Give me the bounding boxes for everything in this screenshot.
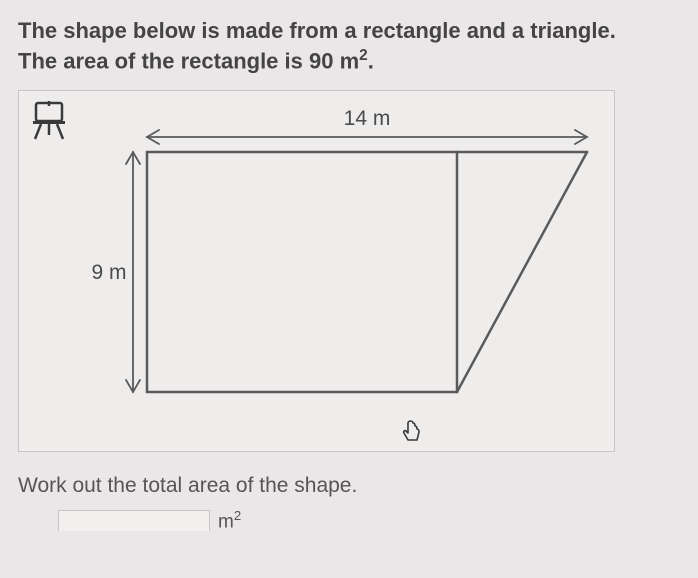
question-line-1: The shape below is made from a rectangle…	[18, 18, 616, 43]
prompt-text: Work out the total area of the shape.	[18, 474, 680, 498]
question-area-exponent: 2	[359, 47, 368, 64]
question-text: The shape below is made from a rectangle…	[18, 16, 680, 76]
answer-unit: m2	[218, 508, 241, 533]
answer-input[interactable]	[58, 510, 210, 531]
answer-unit-base: m	[218, 511, 234, 532]
hand-cursor-icon	[399, 419, 425, 445]
question-area-value: 90 m	[309, 48, 359, 73]
answer-row: m2	[58, 508, 680, 533]
shape-diagram: 14 m 9 m	[87, 97, 607, 427]
question-line-2-prefix: The area of the rectangle is	[18, 48, 309, 73]
left-dimension-label: 9 m	[91, 261, 126, 284]
question-line-2-suffix: .	[368, 48, 374, 73]
easel-icon[interactable]	[29, 99, 69, 141]
figure-frame: 14 m 9 m	[18, 90, 615, 452]
answer-unit-exponent: 2	[234, 508, 241, 523]
top-dimension-label: 14 m	[344, 107, 391, 130]
